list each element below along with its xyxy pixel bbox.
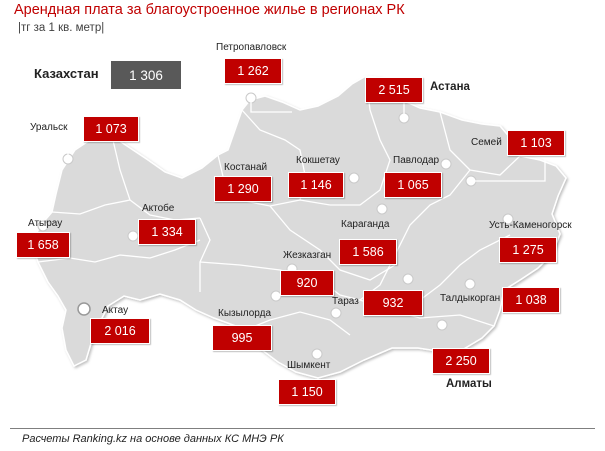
value-box-kyzylorda: 995 xyxy=(212,325,272,351)
city-label-ust-kamenogorsk: Усть-Каменогорск xyxy=(489,220,572,231)
country-label: Казахстан xyxy=(34,66,99,81)
value-box-zhezkazgan: 920 xyxy=(280,270,334,296)
value-box-uralsk: 1 073 xyxy=(83,116,139,142)
value-box-shymkent: 1 150 xyxy=(278,379,336,405)
city-label-pavlodar: Павлодар xyxy=(393,155,440,166)
page-subtitle: |тг за 1 кв. метр| xyxy=(18,22,105,34)
city-label-almaty: Алматы xyxy=(446,378,492,390)
city-label-taldykorgan: Талдыкорган xyxy=(440,293,501,304)
city-label-semey: Семей xyxy=(471,137,502,148)
value-box-kokshetau: 1 146 xyxy=(288,172,344,198)
city-label-kostanay: Костанай xyxy=(224,162,268,173)
city-label-astana: Астана xyxy=(430,81,470,93)
value-box-ust-kamenogorsk: 1 275 xyxy=(499,237,557,263)
footer-divider xyxy=(10,428,595,429)
city-label-uralsk: Уральск xyxy=(30,122,68,133)
value-box-aktau: 2 016 xyxy=(90,318,150,344)
page-title: Арендная плата за благоустроенное жилье … xyxy=(14,2,405,18)
source-note: Расчеты Ranking.kz на основе данных КС М… xyxy=(22,433,284,445)
value-box-pavlodar: 1 065 xyxy=(384,172,442,198)
value-box-semey: 1 103 xyxy=(507,130,565,156)
city-label-kyzylorda: Кызылорда xyxy=(218,308,272,319)
city-label-kokshetau: Кокшетау xyxy=(296,155,340,166)
city-label-aktau: Актау xyxy=(102,305,129,316)
city-label-zhezkazgan: Жезказган xyxy=(283,250,332,261)
aktau-marker xyxy=(77,302,91,316)
value-box-aktobe: 1 334 xyxy=(138,219,196,245)
value-box-astana: 2 515 xyxy=(365,77,423,103)
value-box-almaty: 2 250 xyxy=(432,348,490,374)
value-box-petropavlovsk: 1 262 xyxy=(224,58,282,84)
city-label-aktobe: Актобе xyxy=(142,203,175,214)
city-label-karaganda: Караганда xyxy=(341,219,390,230)
city-label-shymkent: Шымкент xyxy=(287,360,331,371)
value-box-taldykorgan: 1 038 xyxy=(502,287,560,313)
value-box-taraz: 932 xyxy=(363,290,423,316)
value-box-karaganda: 1 586 xyxy=(339,239,397,265)
city-label-taraz: Тараз xyxy=(332,296,359,307)
value-box-kostanay: 1 290 xyxy=(214,176,272,202)
country-value: 1 306 xyxy=(111,61,181,89)
city-label-petropavlovsk: Петропавловск xyxy=(216,42,287,53)
value-box-atyrau: 1 658 xyxy=(16,232,70,258)
city-label-atyrau: Атырау xyxy=(28,218,63,229)
